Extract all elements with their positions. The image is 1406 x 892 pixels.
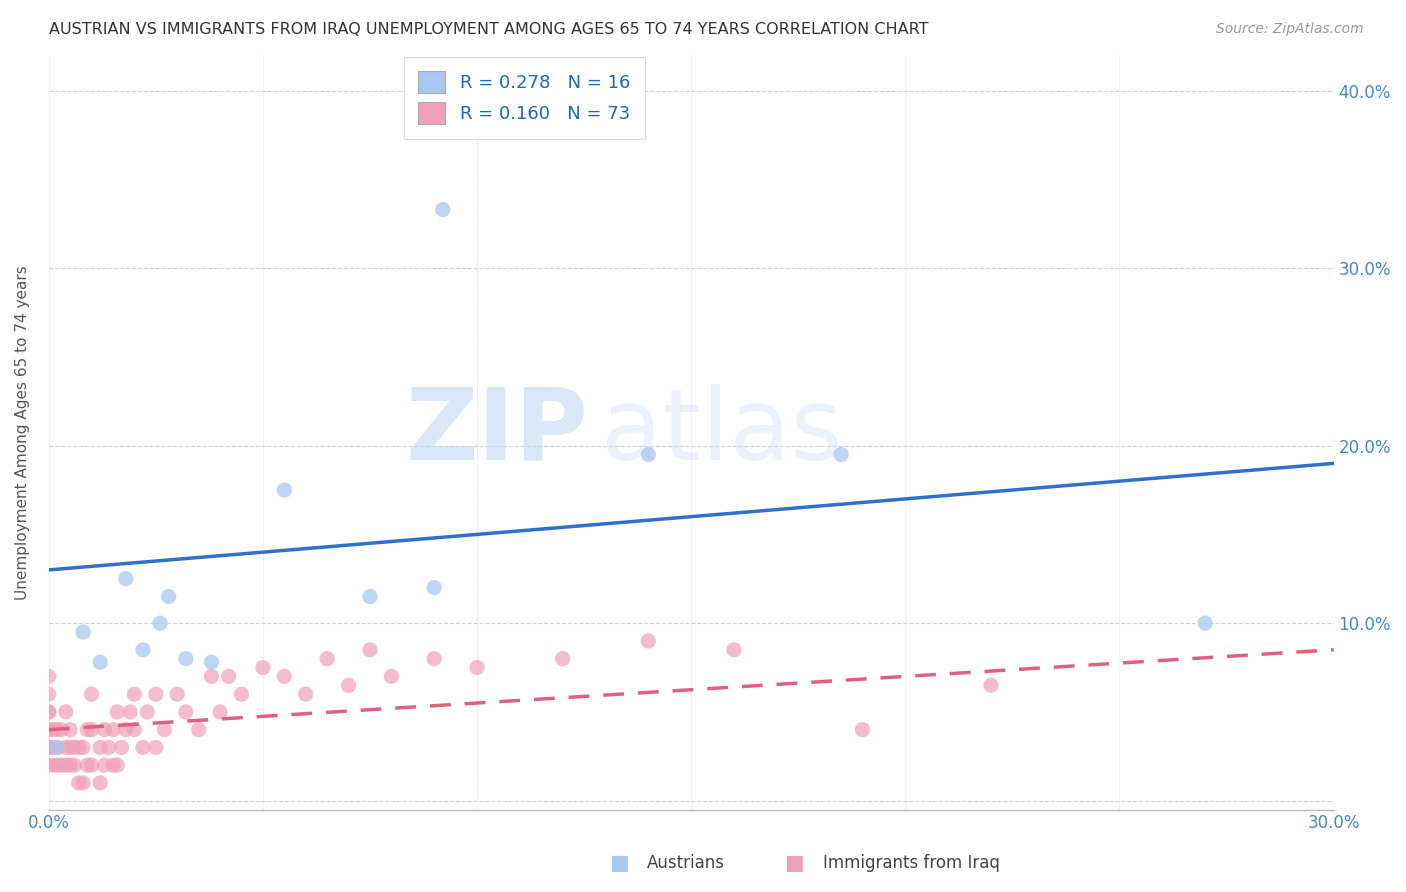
- Point: [38, 705, 60, 719]
- Point: [55, 758, 77, 772]
- Point: [149, 616, 172, 631]
- Point: [72, 625, 94, 640]
- Text: ■: ■: [785, 854, 804, 873]
- Point: [723, 642, 745, 657]
- Text: Source: ZipAtlas.com: Source: ZipAtlas.com: [1216, 22, 1364, 37]
- Point: [294, 687, 316, 701]
- Point: [273, 483, 295, 497]
- Point: [105, 705, 128, 719]
- Point: [174, 705, 197, 719]
- Point: [252, 660, 274, 674]
- Point: [72, 776, 94, 790]
- Point: [55, 705, 77, 719]
- Point: [80, 758, 103, 772]
- Point: [38, 687, 60, 701]
- Point: [200, 669, 222, 683]
- Point: [1194, 616, 1216, 631]
- Text: atlas: atlas: [602, 384, 842, 481]
- Point: [38, 740, 60, 755]
- Text: ZIP: ZIP: [405, 384, 588, 481]
- Point: [174, 651, 197, 665]
- Point: [380, 669, 402, 683]
- Point: [93, 758, 115, 772]
- Y-axis label: Unemployment Among Ages 65 to 74 years: Unemployment Among Ages 65 to 74 years: [15, 265, 30, 599]
- Point: [136, 705, 159, 719]
- Point: [145, 687, 167, 701]
- Point: [465, 660, 488, 674]
- Point: [55, 740, 77, 755]
- Point: [46, 758, 69, 772]
- Point: [63, 740, 86, 755]
- Point: [38, 669, 60, 683]
- Point: [80, 687, 103, 701]
- Point: [76, 723, 98, 737]
- Legend: R = 0.278   N = 16, R = 0.160   N = 73: R = 0.278 N = 16, R = 0.160 N = 73: [404, 56, 644, 138]
- Point: [110, 740, 132, 755]
- Point: [38, 758, 60, 772]
- Text: AUSTRIAN VS IMMIGRANTS FROM IRAQ UNEMPLOYMENT AMONG AGES 65 TO 74 YEARS CORRELAT: AUSTRIAN VS IMMIGRANTS FROM IRAQ UNEMPLO…: [49, 22, 929, 37]
- Point: [51, 758, 73, 772]
- Point: [93, 723, 115, 737]
- Point: [980, 678, 1002, 692]
- Point: [153, 723, 176, 737]
- Point: [72, 740, 94, 755]
- Point: [101, 758, 124, 772]
- Point: [830, 448, 852, 462]
- Point: [423, 581, 446, 595]
- Point: [89, 740, 111, 755]
- Point: [67, 776, 90, 790]
- Point: [115, 723, 138, 737]
- Point: [200, 655, 222, 669]
- Point: [120, 705, 142, 719]
- Point: [59, 740, 82, 755]
- Point: [124, 723, 146, 737]
- Point: [316, 651, 339, 665]
- Point: [97, 740, 120, 755]
- Point: [337, 678, 360, 692]
- Point: [46, 740, 69, 755]
- Point: [59, 758, 82, 772]
- Point: [101, 723, 124, 737]
- Point: [637, 448, 659, 462]
- Point: [145, 740, 167, 755]
- Point: [231, 687, 253, 701]
- Point: [51, 723, 73, 737]
- Point: [273, 669, 295, 683]
- Point: [42, 740, 65, 755]
- Point: [209, 705, 232, 719]
- Point: [42, 758, 65, 772]
- Point: [46, 740, 69, 755]
- Point: [851, 723, 873, 737]
- Point: [76, 758, 98, 772]
- Point: [105, 758, 128, 772]
- Point: [423, 651, 446, 665]
- Point: [637, 634, 659, 648]
- Point: [132, 740, 155, 755]
- Point: [157, 590, 180, 604]
- Point: [166, 687, 188, 701]
- Point: [63, 758, 86, 772]
- Point: [80, 723, 103, 737]
- Point: [38, 740, 60, 755]
- Point: [59, 723, 82, 737]
- Point: [124, 687, 146, 701]
- Point: [67, 740, 90, 755]
- Point: [132, 642, 155, 657]
- Point: [432, 202, 454, 217]
- Point: [38, 705, 60, 719]
- Point: [89, 655, 111, 669]
- Text: Immigrants from Iraq: Immigrants from Iraq: [823, 855, 1000, 872]
- Point: [359, 642, 381, 657]
- Point: [218, 669, 240, 683]
- Point: [42, 723, 65, 737]
- Point: [89, 776, 111, 790]
- Text: ■: ■: [609, 854, 628, 873]
- Point: [359, 590, 381, 604]
- Point: [551, 651, 574, 665]
- Point: [46, 723, 69, 737]
- Point: [115, 572, 138, 586]
- Point: [38, 723, 60, 737]
- Point: [187, 723, 209, 737]
- Text: Austrians: Austrians: [647, 855, 724, 872]
